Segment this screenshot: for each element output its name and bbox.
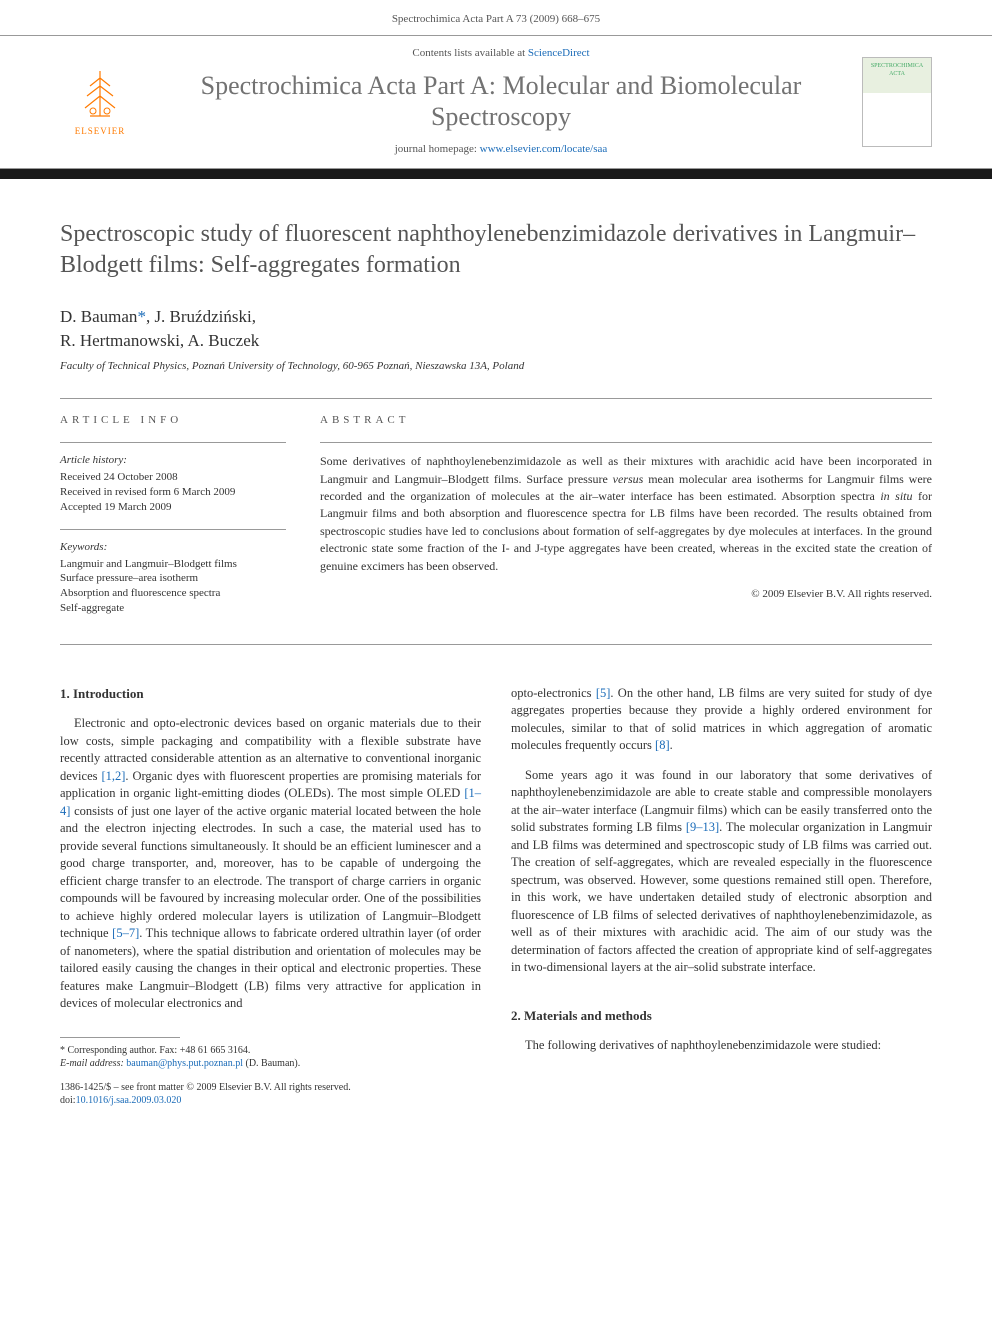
- divider: [60, 529, 286, 530]
- authors: D. Bauman*, J. Bruździński, R. Hertmanow…: [60, 305, 932, 353]
- sciencedirect-link[interactable]: ScienceDirect: [528, 47, 590, 59]
- cover-thumbnail: SPECTROCHIMICA ACTA: [862, 57, 932, 147]
- abstract-column: abstract Some derivatives of naphthoylen…: [300, 399, 932, 644]
- publisher-logo: ELSEVIER: [60, 59, 140, 144]
- ref-link[interactable]: [8]: [655, 738, 670, 752]
- methods-heading: 2. Materials and methods: [511, 1007, 932, 1025]
- intro-paragraph: Electronic and opto-electronic devices b…: [60, 715, 481, 1013]
- body-text: opto-electronics: [511, 686, 596, 700]
- corresponding-footnote: * Corresponding author. Fax: +48 61 665 …: [60, 1044, 481, 1071]
- doi-prefix: doi:: [60, 1095, 76, 1106]
- email-link[interactable]: bauman@phys.put.poznan.pl: [126, 1058, 243, 1069]
- info-abstract-block: article info Article history: Received 2…: [60, 398, 932, 645]
- ref-link[interactable]: [5–7]: [112, 926, 139, 940]
- keyword: Self-aggregate: [60, 601, 286, 616]
- article-info-label: article info: [60, 413, 286, 428]
- divider: [60, 442, 286, 443]
- keyword: Langmuir and Langmuir–Blodgett films: [60, 557, 286, 572]
- history-accepted: Accepted 19 March 2009: [60, 500, 286, 515]
- copyright-line: © 2009 Elsevier B.V. All rights reserved…: [320, 587, 932, 602]
- doi-link[interactable]: 10.1016/j.saa.2009.03.020: [76, 1095, 182, 1106]
- methods-paragraph: The following derivatives of naphthoylen…: [511, 1037, 932, 1055]
- contents-prefix: Contents lists available at: [412, 47, 527, 59]
- history-received: Received 24 October 2008: [60, 470, 286, 485]
- abstract-text: Some derivatives of naphthoylenebenzimid…: [320, 453, 932, 575]
- abstract-label: abstract: [320, 413, 932, 428]
- right-paragraph-1: opto-electronics [5]. On the other hand,…: [511, 685, 932, 755]
- body-columns: 1. Introduction Electronic and opto-elec…: [60, 685, 932, 1108]
- divider: [320, 442, 932, 443]
- homepage-prefix: journal homepage:: [395, 143, 480, 155]
- homepage-line: journal homepage: www.elsevier.com/locat…: [156, 142, 846, 157]
- right-paragraph-2: Some years ago it was found in our labor…: [511, 767, 932, 977]
- email-line: E-mail address: bauman@phys.put.poznan.p…: [60, 1057, 481, 1071]
- contents-line: Contents lists available at ScienceDirec…: [156, 46, 846, 61]
- keywords-block: Keywords: Langmuir and Langmuir–Blodgett…: [60, 540, 286, 616]
- history-heading: Article history:: [60, 453, 286, 468]
- corr-line: * Corresponding author. Fax: +48 61 665 …: [60, 1044, 481, 1058]
- journal-name: Spectrochimica Acta Part A: Molecular an…: [156, 70, 846, 132]
- author-bruzdz: , J. Bruździński,: [146, 307, 256, 326]
- elsevier-tree-icon: [75, 66, 125, 121]
- elsevier-label: ELSEVIER: [75, 125, 126, 138]
- masthead-center: Contents lists available at ScienceDirec…: [156, 46, 846, 157]
- body-text: . The molecular organization in Langmuir…: [511, 820, 932, 974]
- authors-line2: R. Hertmanowski, A. Buczek: [60, 331, 259, 350]
- right-column: opto-electronics [5]. On the other hand,…: [511, 685, 932, 1108]
- history-revised: Received in revised form 6 March 2009: [60, 485, 286, 500]
- keywords-heading: Keywords:: [60, 540, 286, 555]
- abstract-ital1: versus: [613, 472, 644, 486]
- masthead: ELSEVIER Contents lists available at Sci…: [0, 35, 992, 168]
- doi-line: doi:10.1016/j.saa.2009.03.020: [60, 1094, 481, 1108]
- thick-rule: [0, 169, 992, 179]
- author-bauman: D. Bauman: [60, 307, 137, 326]
- left-column: 1. Introduction Electronic and opto-elec…: [60, 685, 481, 1108]
- corresponding-star[interactable]: *: [137, 307, 146, 326]
- ref-link[interactable]: [1,2]: [101, 769, 125, 783]
- ref-link[interactable]: [9–13]: [686, 820, 719, 834]
- body-text: consists of just one layer of the active…: [60, 804, 481, 941]
- ref-link[interactable]: [5]: [596, 686, 611, 700]
- body-text: .: [670, 738, 673, 752]
- intro-heading: 1. Introduction: [60, 685, 481, 703]
- front-matter-line1: 1386-1425/$ – see front matter © 2009 El…: [60, 1081, 481, 1095]
- affiliation: Faculty of Technical Physics, Poznań Uni…: [60, 359, 932, 374]
- email-post: (D. Bauman).: [243, 1058, 300, 1069]
- article-title: Spectroscopic study of fluorescent napht…: [60, 219, 932, 281]
- abstract-ital2: in situ: [880, 489, 912, 503]
- homepage-link[interactable]: www.elsevier.com/locate/saa: [480, 143, 608, 155]
- keyword: Surface pressure–area isotherm: [60, 571, 286, 586]
- article-history: Article history: Received 24 October 200…: [60, 453, 286, 514]
- email-label: E-mail address:: [60, 1058, 126, 1069]
- keyword: Absorption and fluorescence spectra: [60, 586, 286, 601]
- running-header: Spectrochimica Acta Part A 73 (2009) 668…: [0, 0, 992, 35]
- footnote-rule: [60, 1037, 180, 1038]
- front-matter: 1386-1425/$ – see front matter © 2009 El…: [60, 1081, 481, 1108]
- article-info-column: article info Article history: Received 2…: [60, 399, 300, 644]
